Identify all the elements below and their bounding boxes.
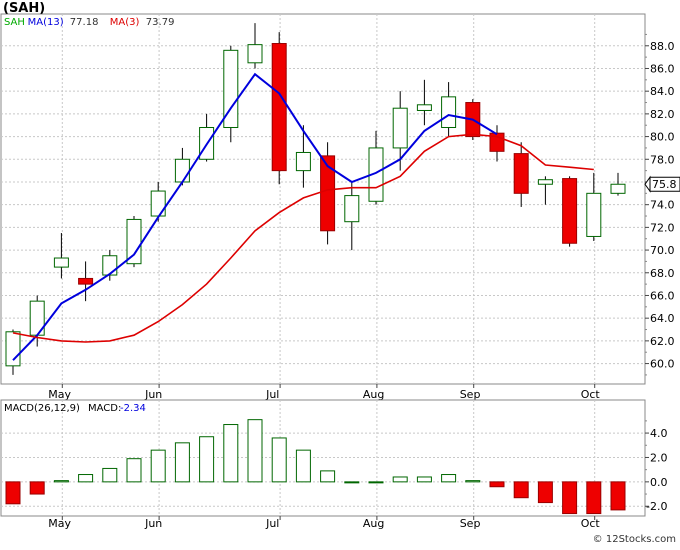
price-xtick-label: Jul xyxy=(265,388,279,401)
macd-bar-positive xyxy=(126,458,142,483)
price-xtick-label: Oct xyxy=(581,388,601,401)
legend-entry: MA(3) xyxy=(110,17,140,28)
candle-down xyxy=(562,178,578,244)
macd-ytick-label: -2.0 xyxy=(646,500,667,513)
macd-ytick-label: 4.0 xyxy=(650,427,668,440)
macd-xtick-label: May xyxy=(48,517,71,530)
candle-down xyxy=(271,43,287,172)
price-ytick-label: 78.0 xyxy=(650,153,675,166)
price-ytick-label: 72.0 xyxy=(650,221,675,234)
macd-bar-negative xyxy=(513,481,529,499)
price-ytick-label: 82.0 xyxy=(650,108,675,121)
macd-bar-positive xyxy=(271,437,287,483)
price-ytick-label: 84.0 xyxy=(650,85,675,98)
macd-plot-area xyxy=(0,399,646,517)
candle-up xyxy=(53,257,69,268)
price-ytick-label: 60.0 xyxy=(650,358,675,371)
candle-down xyxy=(78,277,94,285)
macd-bar-positive xyxy=(344,481,360,484)
price-ytick-label: 68.0 xyxy=(650,267,675,280)
macd-legend-entry: MACD(26,12,9) xyxy=(4,403,80,414)
candle-up xyxy=(126,218,142,265)
macd-bar-positive xyxy=(247,419,263,483)
candle-up xyxy=(537,179,553,185)
macd-bar-positive xyxy=(368,481,384,484)
candle-up xyxy=(295,151,311,172)
legend-value: 77.18 xyxy=(70,17,99,28)
macd-bar-positive xyxy=(223,424,239,483)
macd-bar-negative xyxy=(29,481,45,495)
macd-ytick-label: 0.0 xyxy=(650,476,668,489)
candle-up xyxy=(174,158,190,183)
candle-up xyxy=(223,49,239,128)
macd-bar-positive xyxy=(53,480,69,483)
macd-bar-negative xyxy=(610,481,626,511)
ma-line-ma13 xyxy=(12,72,498,361)
macd-legend-value: -2.34 xyxy=(120,403,146,414)
price-ytick-label: 80.0 xyxy=(650,131,675,144)
candle-up xyxy=(441,96,457,128)
legend-entry: MA(13) xyxy=(28,17,64,28)
macd-bar-positive xyxy=(199,436,215,483)
macd-bar-negative xyxy=(562,481,578,515)
last-price-box xyxy=(649,176,680,192)
candle-up xyxy=(586,192,602,237)
price-xtick-label: Sep xyxy=(460,388,481,401)
watermark: © 12Stocks.com xyxy=(593,534,676,545)
candle-up xyxy=(416,104,432,111)
price-ytick-label: 62.0 xyxy=(650,335,675,348)
candle-up xyxy=(5,331,21,367)
candle-up xyxy=(102,255,118,276)
macd-ytick-label: 2.0 xyxy=(650,451,668,464)
macd-panel: -2.0 0.0 2.0 4.0 May Jun Jul Aug Sep Oct MACD(26,1… xyxy=(0,399,668,530)
macd-xtick-label: Jun xyxy=(144,517,162,530)
macd-bar-positive xyxy=(295,449,311,483)
macd-bar-positive xyxy=(150,449,166,483)
macd-bar-positive xyxy=(392,476,408,483)
price-xtick-label: Aug xyxy=(363,388,384,401)
price-xtick-label: Jun xyxy=(144,388,162,401)
macd-bar-positive xyxy=(102,467,118,483)
macd-xtick-label: Jul xyxy=(265,517,279,530)
candle-up xyxy=(392,107,408,149)
macd-bar-positive xyxy=(320,470,336,483)
macd-bar-negative xyxy=(5,481,21,505)
candle-down xyxy=(513,153,529,194)
macd-bar-positive xyxy=(78,474,94,483)
chart-title: (SAH) xyxy=(3,1,45,16)
candle-up xyxy=(150,190,166,217)
macd-bar-negative xyxy=(489,481,505,488)
macd-xtick-label: Sep xyxy=(460,517,481,530)
macd-xtick-label: Oct xyxy=(581,517,601,530)
price-ytick-label: 66.0 xyxy=(650,289,675,302)
candle-up xyxy=(344,195,360,223)
price-panel: 60.062.064.066.068.070.072.074.076.078.0… xyxy=(0,1,680,401)
macd-xtick-label: Aug xyxy=(363,517,384,530)
price-xtick-label: May xyxy=(48,388,71,401)
price-ytick-label: 70.0 xyxy=(650,244,675,257)
macd-bar-positive xyxy=(416,476,432,483)
ma-line-ma3 xyxy=(12,133,594,343)
macd-bar-negative xyxy=(586,481,602,515)
price-ytick-label: 86.0 xyxy=(650,62,675,75)
legend-entry: SAH xyxy=(4,17,25,28)
macd-bar-positive xyxy=(441,474,457,483)
candle-down xyxy=(320,155,336,232)
price-ytick-label: 64.0 xyxy=(650,312,675,325)
last-price-label: 75.8 xyxy=(652,178,677,191)
price-ytick-label: 74.0 xyxy=(650,199,675,212)
candle-up xyxy=(247,44,263,64)
candle-up xyxy=(610,183,626,194)
price-ytick-label: 88.0 xyxy=(650,40,675,53)
macd-bar-positive xyxy=(174,442,190,483)
macd-legend-entry: MACD: xyxy=(88,403,121,414)
macd-bar-positive xyxy=(465,480,481,483)
legend-value: 73.79 xyxy=(146,17,175,28)
macd-bar-negative xyxy=(537,481,553,504)
